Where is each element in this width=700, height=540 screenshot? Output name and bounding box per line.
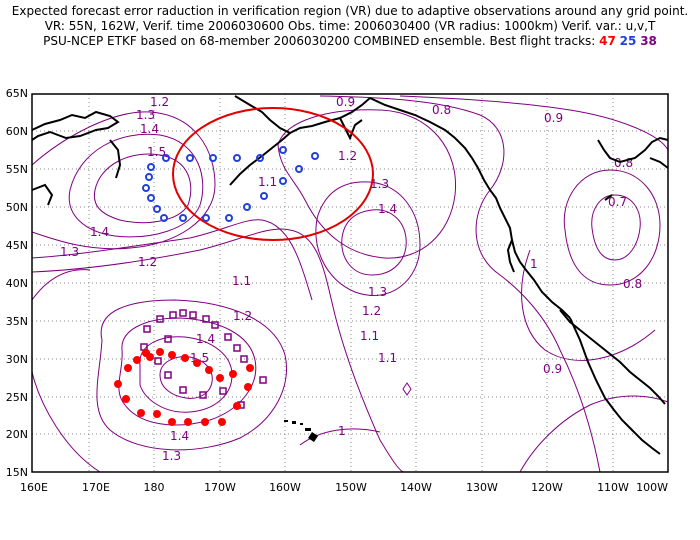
lon-label: 160E (20, 481, 48, 494)
small-contour-marker (402, 382, 412, 396)
contour-label: 1.4 (196, 332, 215, 346)
contour-label-group: 1.2 1.3 1.4 1.5 1.4 1.3 1.2 1.1 1.1 0.9 … (60, 95, 642, 463)
contour-label: 1.1 (232, 274, 251, 288)
contour-label: 0.9 (543, 362, 562, 376)
lat-label: 65N (6, 87, 28, 100)
contour-label: 0.8 (614, 156, 633, 170)
lon-label: 170W (204, 481, 236, 494)
lon-label: 110W (597, 481, 629, 494)
flight-track-blue (142, 146, 319, 222)
flight-track-red (114, 348, 254, 426)
track-count-red: 47 (599, 34, 616, 48)
lon-label: 100W (636, 481, 668, 494)
lon-label: 140W (400, 481, 432, 494)
contour-label: 1.4 (90, 225, 109, 239)
error-contours (31, 95, 669, 473)
contour-label: 1 (338, 424, 346, 438)
contour-label: 1.4 (378, 202, 397, 216)
track-count-purple: 38 (640, 34, 657, 48)
longitude-axis: 160E 170E 180 170W 160W 150W 140W 130W 1… (20, 481, 668, 494)
track-count-blue: 25 (619, 34, 637, 48)
contour-label: 1.4 (140, 122, 159, 136)
contour-label: 1.3 (368, 285, 387, 299)
contour-label: 1.2 (150, 95, 169, 109)
contour-label: 1.1 (378, 351, 397, 365)
lat-label: 20N (6, 428, 28, 441)
header-line-3: PSU-NCEP ETKF based on 68-member 2006030… (0, 34, 700, 49)
lon-label: 150W (335, 481, 367, 494)
latitude-axis: 65N 60N 55N 50N 45N 40N 35N 30N 25N 20N … (6, 87, 28, 479)
contour-label: 1 (530, 257, 538, 271)
lon-label: 160W (269, 481, 301, 494)
lat-label: 60N (6, 125, 28, 138)
contour-label: 1.4 (170, 429, 189, 443)
lat-label: 35N (6, 315, 28, 328)
lat-label: 55N (6, 163, 28, 176)
contour-label: 0.7 (608, 195, 627, 209)
contour-label: 1.3 (162, 449, 181, 463)
lat-label: 25N (6, 391, 28, 404)
contour-label: 1.1 (258, 175, 277, 189)
lat-label: 50N (6, 201, 28, 214)
header-line-2: VR: 55N, 162W, Verif. time 2006030600 Ob… (44, 19, 656, 33)
lat-label: 40N (6, 277, 28, 290)
contour-label: 1.5 (147, 145, 166, 159)
header-line-3-prefix: PSU-NCEP ETKF based on 68-member 2006030… (43, 34, 600, 48)
map-frame (31, 93, 669, 473)
contour-label: 1.3 (370, 177, 389, 191)
hawaii-islands (284, 420, 318, 442)
contour-label: 0.9 (336, 95, 355, 109)
lon-label: 180 (144, 481, 165, 494)
figure-header: Expected forecast error raduction in ver… (0, 4, 700, 49)
contour-label: 1.3 (136, 108, 155, 122)
graticule (32, 94, 668, 472)
contour-label: 0.8 (623, 277, 642, 291)
contour-label: 1.2 (338, 149, 357, 163)
contour-label: 1.2 (138, 255, 157, 269)
contour-label: 0.9 (544, 111, 563, 125)
lon-label: 130W (466, 481, 498, 494)
lat-label: 15N (6, 466, 28, 479)
lat-label: 45N (6, 239, 28, 252)
lon-label: 120W (531, 481, 563, 494)
contour-label: 0.8 (432, 103, 451, 117)
lon-label: 170E (82, 481, 110, 494)
contour-label: 1.3 (60, 245, 79, 259)
contour-label: 1.2 (362, 304, 381, 318)
lat-label: 30N (6, 353, 28, 366)
contour-label: 1.2 (233, 309, 252, 323)
verification-region-circle (172, 107, 374, 241)
header-line-1: Expected forecast error raduction in ver… (11, 4, 689, 18)
coastlines (31, 95, 669, 455)
contour-label: 1.1 (360, 329, 379, 343)
